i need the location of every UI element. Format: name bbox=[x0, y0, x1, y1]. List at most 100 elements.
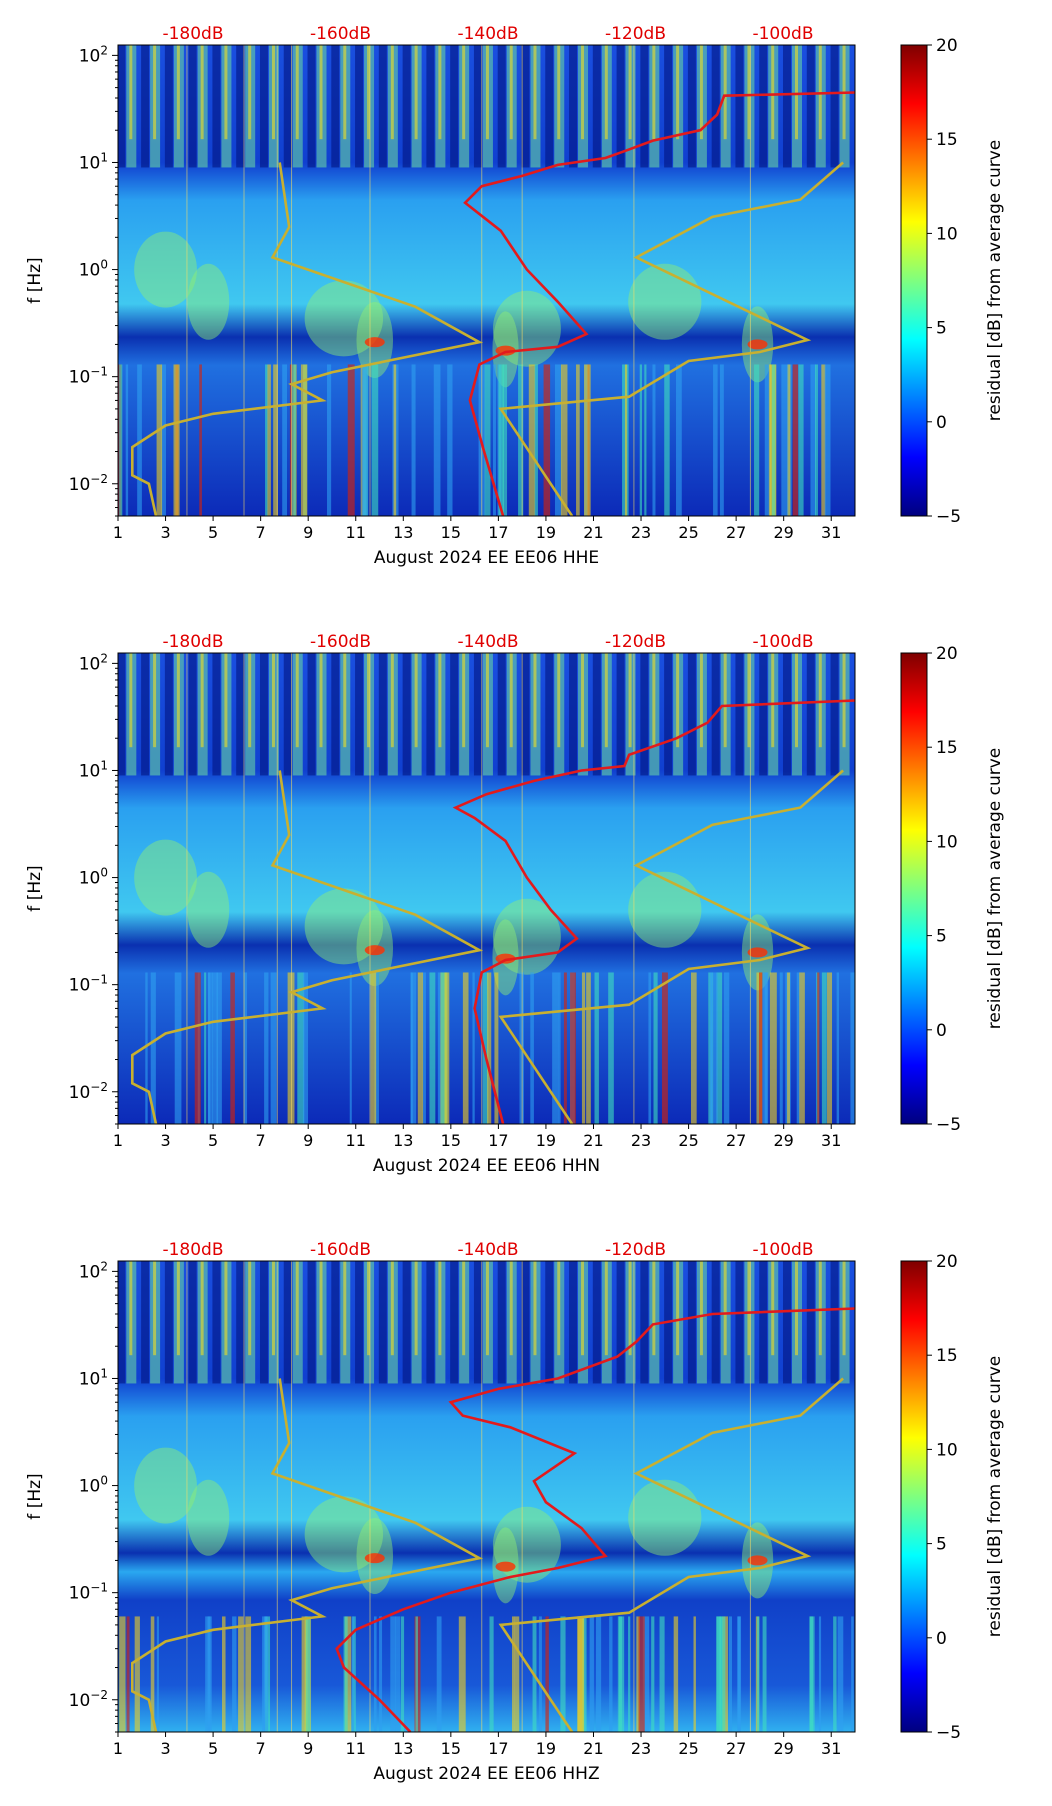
night-stripe bbox=[782, 45, 791, 168]
low-freq-streak bbox=[608, 972, 614, 1124]
y-tick-label: 100 bbox=[79, 258, 108, 281]
colorbar-tick-label: −5 bbox=[936, 1115, 961, 1135]
day-stripe-core bbox=[248, 1261, 252, 1356]
day-stripe-core bbox=[224, 1261, 228, 1356]
low-freq-streak bbox=[653, 972, 658, 1124]
low-freq-streak bbox=[799, 972, 805, 1124]
night-stripe bbox=[259, 1261, 268, 1384]
x-tick-label: 13 bbox=[393, 1131, 413, 1150]
day-stripe-core bbox=[723, 45, 727, 140]
night-stripe bbox=[640, 653, 649, 776]
low-freq-streak bbox=[810, 364, 817, 516]
night-stripe bbox=[236, 45, 245, 168]
low-freq-streak bbox=[238, 1616, 244, 1732]
y-tick-label: 10−1 bbox=[69, 973, 108, 996]
y-tick-label: 100 bbox=[79, 1474, 108, 1497]
day-stripe-core bbox=[343, 45, 347, 140]
low-freq-streak bbox=[850, 972, 855, 1124]
microseism-blob bbox=[304, 280, 384, 357]
night-stripe bbox=[616, 653, 625, 776]
colorbar-label: residual [dB] from average curve bbox=[985, 748, 1005, 1029]
x-tick-label: 31 bbox=[821, 1739, 841, 1758]
colorbar-tick-label: 0 bbox=[936, 413, 947, 433]
top-db-label: -100dB bbox=[752, 1240, 813, 1260]
low-freq-streak bbox=[208, 972, 214, 1124]
low-freq-streak bbox=[270, 972, 277, 1124]
x-axis-label: August 2024 EE EE06 HHZ bbox=[373, 1764, 599, 1784]
low-freq-streak bbox=[833, 1616, 837, 1732]
day-stripe-core bbox=[271, 1261, 275, 1356]
low-freq-streak bbox=[502, 364, 508, 516]
x-tick-label: 27 bbox=[726, 523, 746, 542]
x-tick-label: 21 bbox=[583, 523, 603, 542]
night-stripe bbox=[426, 1261, 435, 1384]
day-stripe-core bbox=[533, 1261, 537, 1356]
low-freq-streak bbox=[628, 1616, 631, 1732]
x-tick-label: 3 bbox=[160, 523, 170, 542]
low-freq-streak bbox=[779, 972, 783, 1124]
night-stripe bbox=[592, 1261, 601, 1384]
low-freq-streak bbox=[798, 364, 804, 516]
microseism-blob bbox=[304, 1496, 384, 1573]
x-tick-label: 7 bbox=[256, 523, 266, 542]
day-stripe-core bbox=[557, 45, 561, 140]
low-freq-streak bbox=[764, 972, 769, 1124]
day-stripe-core bbox=[509, 1261, 513, 1356]
noise-model-high-curve bbox=[498, 1377, 844, 1732]
low-freq-streak bbox=[639, 364, 642, 516]
day-stripe-core bbox=[485, 653, 489, 748]
day-stripe-core bbox=[390, 653, 394, 748]
low-freq-streak bbox=[344, 1616, 352, 1732]
low-freq-streak bbox=[638, 1616, 645, 1732]
top-db-label: -140dB bbox=[457, 1240, 518, 1260]
low-freq-streak bbox=[361, 364, 368, 516]
low-freq-streak bbox=[300, 364, 308, 516]
night-stripe bbox=[569, 1261, 578, 1384]
day-stripe-core bbox=[248, 653, 252, 748]
y-tick-label: 101 bbox=[79, 1366, 108, 1389]
low-freq-streak bbox=[145, 972, 148, 1124]
low-freq-streak bbox=[609, 1616, 613, 1732]
low-freq-streak bbox=[552, 972, 559, 1124]
low-freq-streak bbox=[291, 364, 296, 516]
low-freq-streak bbox=[651, 1616, 655, 1732]
night-stripe bbox=[355, 1261, 364, 1384]
day-stripe-core bbox=[676, 45, 680, 140]
x-tick-label: 1 bbox=[113, 1131, 123, 1150]
low-freq-streak bbox=[433, 364, 441, 516]
x-tick-label: 31 bbox=[821, 523, 841, 542]
low-freq-streak bbox=[347, 364, 355, 516]
low-freq-streak bbox=[673, 1616, 679, 1732]
colorbar-tick-label: 20 bbox=[936, 644, 958, 664]
y-tick-label: 101 bbox=[79, 758, 108, 781]
colorbar-tick-label: 15 bbox=[936, 130, 958, 150]
low-freq-streak bbox=[173, 364, 180, 516]
plot-frame bbox=[117, 44, 856, 517]
colorbar-tick-label: −5 bbox=[936, 1723, 961, 1743]
night-stripe bbox=[735, 653, 744, 776]
low-freq-streak bbox=[458, 1616, 466, 1732]
night-stripe bbox=[473, 653, 482, 776]
low-freq-streak bbox=[263, 1616, 269, 1732]
day-stripe-core bbox=[604, 45, 608, 140]
day-stripe-core bbox=[628, 653, 632, 748]
day-stripe-core bbox=[271, 653, 275, 748]
night-stripe bbox=[545, 653, 554, 776]
plot-frame bbox=[117, 652, 856, 1125]
night-stripe bbox=[426, 653, 435, 776]
night-stripe bbox=[118, 653, 126, 776]
low-freq-streak bbox=[287, 972, 295, 1124]
low-freq-streak bbox=[570, 972, 576, 1124]
day-stripe-core bbox=[129, 45, 133, 140]
microseism-blob bbox=[187, 1479, 230, 1556]
day-stripe-core bbox=[533, 45, 537, 140]
low-freq-streak bbox=[577, 1616, 584, 1732]
low-freq-streak bbox=[781, 364, 789, 516]
colorbar-tick-label: 5 bbox=[936, 927, 947, 947]
night-stripe bbox=[782, 653, 791, 776]
night-stripe bbox=[355, 653, 364, 776]
hot-spot bbox=[747, 947, 768, 958]
low-freq-streak bbox=[818, 1616, 822, 1732]
